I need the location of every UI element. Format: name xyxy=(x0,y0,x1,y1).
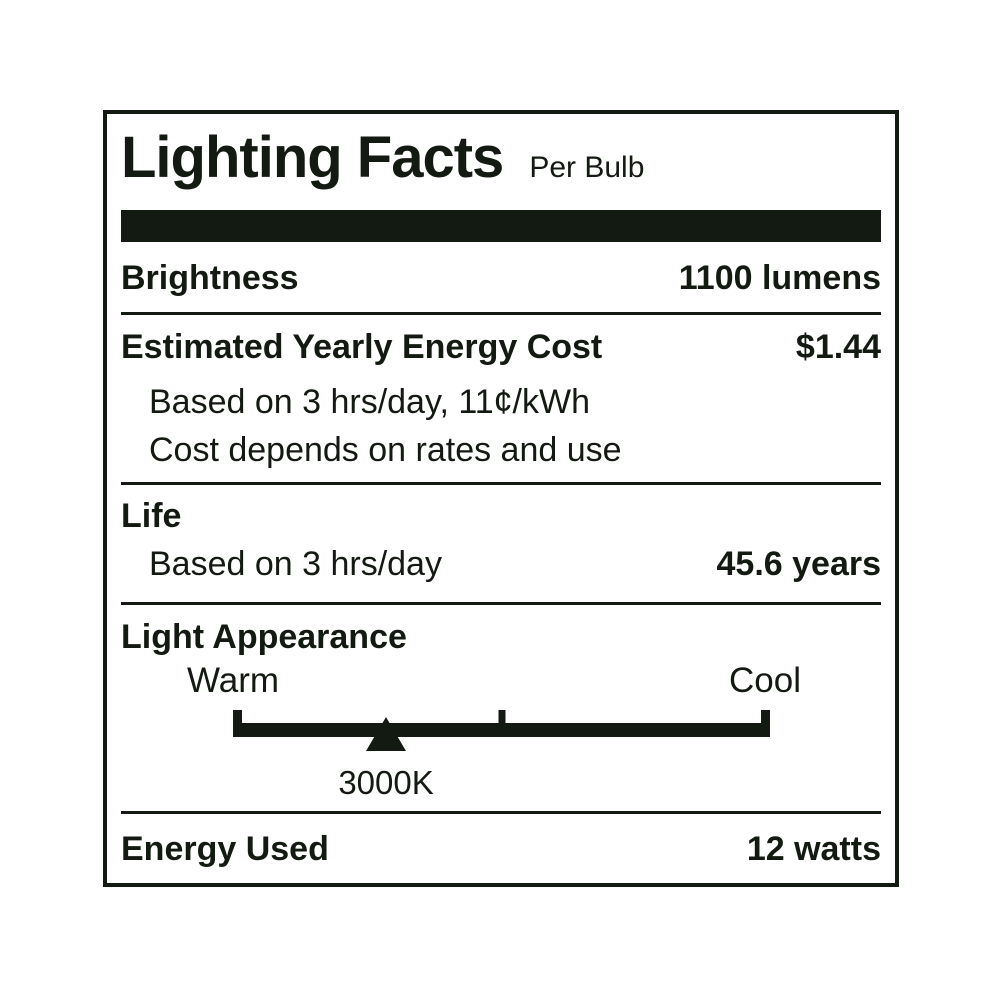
warm-label: Warm xyxy=(187,661,280,700)
brightness-value: 1100 lumens xyxy=(678,259,881,297)
energy-used-value: 12 watts xyxy=(746,830,881,868)
light-appearance-scale: 3000K xyxy=(233,710,770,811)
energy-cost-note-rates: Cost depends on rates and use xyxy=(149,431,622,469)
energy-used-row: Energy Used 12 watts xyxy=(121,827,881,871)
brightness-label: Brightness xyxy=(121,259,299,297)
brightness-row: Brightness 1100 lumens xyxy=(121,256,881,300)
energy-cost-note-basis: Based on 3 hrs/day, 11¢/kWh xyxy=(149,383,590,421)
energy-used-label: Energy Used xyxy=(121,830,329,868)
life-row: Based on 3 hrs/day 45.6 years xyxy=(121,542,881,586)
lighting-facts-label: Lighting Facts Per Bulb Brightness 1100 … xyxy=(103,110,899,887)
life-label: Life xyxy=(121,497,182,535)
light-appearance-label: Light Appearance xyxy=(121,618,407,656)
energy-cost-label: Estimated Yearly Energy Cost xyxy=(121,328,603,366)
per-bulb-text: Per Bulb xyxy=(529,151,645,184)
label-header: Lighting Facts Per Bulb xyxy=(121,126,881,190)
section-divider xyxy=(121,312,881,315)
scale-tick-middle xyxy=(498,710,505,737)
life-value: 45.6 years xyxy=(716,545,882,583)
energy-cost-value: $1.44 xyxy=(795,328,881,366)
scale-tick-right xyxy=(761,710,770,737)
section-divider xyxy=(121,602,881,605)
cool-label: Cool xyxy=(729,661,801,700)
header-thick-bar xyxy=(121,210,881,242)
section-divider xyxy=(121,482,881,485)
label-title: Lighting Facts xyxy=(121,125,504,190)
kelvin-value: 3000K xyxy=(338,764,434,801)
section-divider xyxy=(121,811,881,814)
life-note: Based on 3 hrs/day xyxy=(149,545,442,583)
energy-cost-row: Estimated Yearly Energy Cost $1.44 xyxy=(121,325,881,369)
scale-tick-left xyxy=(233,710,242,737)
scale-pointer-triangle-icon xyxy=(366,717,407,751)
warm-cool-row: Warm Cool xyxy=(121,662,881,700)
